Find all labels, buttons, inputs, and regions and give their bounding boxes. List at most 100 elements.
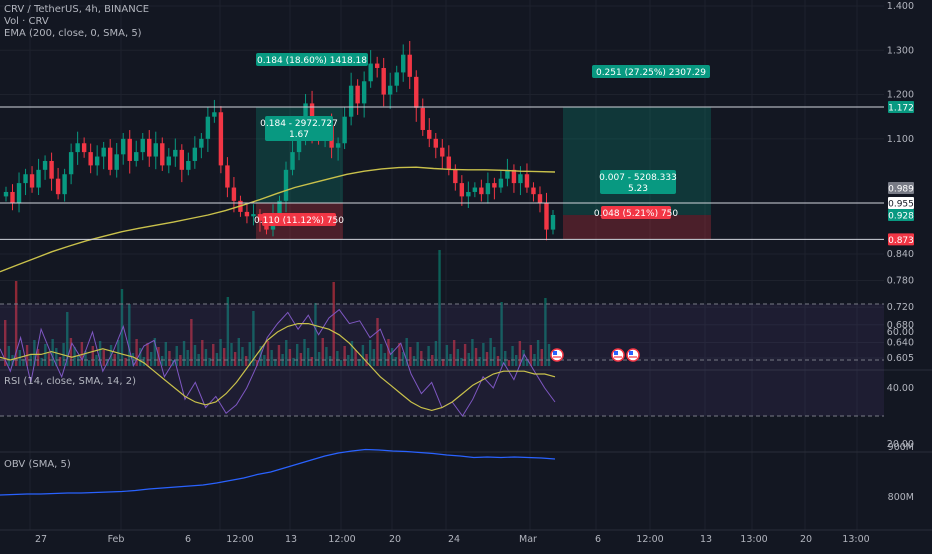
volume-bar [182,341,186,366]
rsi-tick-label: 60.00 [887,327,914,338]
volume-bar [201,340,204,366]
volume-bar [285,340,288,366]
volume-bar [292,358,295,366]
time-tick-label: 13 [285,534,297,545]
volume-bar [350,341,354,366]
obv-legend[interactable]: OBV (SMA, 5) [4,459,71,470]
rsi-line [0,308,556,417]
volume-bar [544,298,547,366]
candle-body [94,156,100,166]
volume-bar [383,353,386,366]
rsi-pane [0,303,884,417]
rsi-tick-label: 20.00 [887,439,914,450]
volume-bar [379,344,383,366]
volume-bar [412,356,416,366]
rsi-legend[interactable]: RSI (14, close, SMA, 14, 2) [4,376,137,387]
candle-body [342,116,347,144]
take-profit-zone-2 [563,106,711,215]
volume-bar [358,359,361,366]
candle-body [49,160,54,179]
candle-body [29,174,35,188]
volume-bar [452,340,456,366]
volume-bar [7,346,11,366]
candle-body [518,174,523,184]
volume-bar [36,349,40,366]
position-1-target-label-box [256,53,368,66]
volume-bar [230,343,233,366]
candle-body [166,156,171,166]
time-tick-label: 12:00 [226,534,253,545]
position-2-info-label-box [600,170,676,194]
volume-bar [478,357,481,366]
volume-bar [306,348,310,366]
position-1-info-label-text: 0.184 - 2972.727 [260,119,338,129]
price-tick-label: 0.780 [887,276,914,287]
volume-bar [310,357,313,366]
time-tick-label: 27 [35,534,47,545]
price-tag [888,208,914,221]
candle-body [62,174,67,195]
candle-body [374,63,380,68]
volume-bar [347,355,350,366]
candle-body [368,63,373,82]
obv-tick-label: 800M [888,492,914,503]
us-flag-icon [550,348,564,362]
volume-bar [303,339,306,366]
volume-bar [193,345,197,366]
price-tick-label: 0.605 [887,353,914,364]
price-tick-label: 0.720 [887,302,914,313]
price-tick-label: 1.400 [887,1,914,12]
volume-bar [299,353,303,366]
volume-bar [325,347,328,366]
volume-bar [168,351,171,366]
volume-bar [431,355,434,366]
candle-body [277,200,282,215]
flag-canton [553,351,557,355]
position-2-info-label-text: 0.007 - 5208.333 [599,173,677,183]
volume-bar [237,338,240,366]
volume-bar [332,282,335,366]
volume-bar [496,356,500,366]
candle-body [218,112,224,166]
volume-bar [467,353,470,366]
candle-body [283,169,289,201]
volume-bar [87,360,91,366]
time-tick-label: 24 [448,534,460,545]
volume-bar [179,355,182,366]
volume-bar [233,352,237,366]
volume-bar [40,358,43,366]
time-tick-label: 13 [700,534,712,545]
volume-bar [372,349,376,366]
price-tick-label: 0.840 [887,249,914,260]
volume-bar [58,357,62,366]
position-1-info-label-box [265,116,333,141]
price-tag-label: 0.989 [888,184,914,194]
candle-body [134,152,139,161]
volume-bar [164,342,167,366]
candle-body [225,165,230,188]
position-1-stop-label-text: 0.110 (11.12%) 750 [254,216,344,226]
volume-bar [124,358,127,366]
time-tick-label: 12:00 [328,534,355,545]
volume-legend[interactable]: Vol · CRV [4,16,49,27]
volume-bar [252,311,255,366]
candle-body [394,72,399,86]
volume-bar [248,342,251,366]
candle-body [205,116,211,139]
volume-bar [22,359,25,366]
price-levels [0,106,884,240]
volume-bar [518,341,522,366]
candle-body [23,174,28,184]
volume-bar [175,346,178,366]
ema-legend[interactable]: EMA (200, close, 0, SMA, 5) [4,28,142,39]
candle-body [36,169,41,188]
candle-body [472,187,478,192]
symbol-title[interactable]: CRV / TetherUS, 4h, BINANCE [4,4,150,15]
candle-body [16,183,22,204]
candle-body [160,143,165,166]
candle-body [479,187,484,195]
volume-bar [139,348,142,366]
